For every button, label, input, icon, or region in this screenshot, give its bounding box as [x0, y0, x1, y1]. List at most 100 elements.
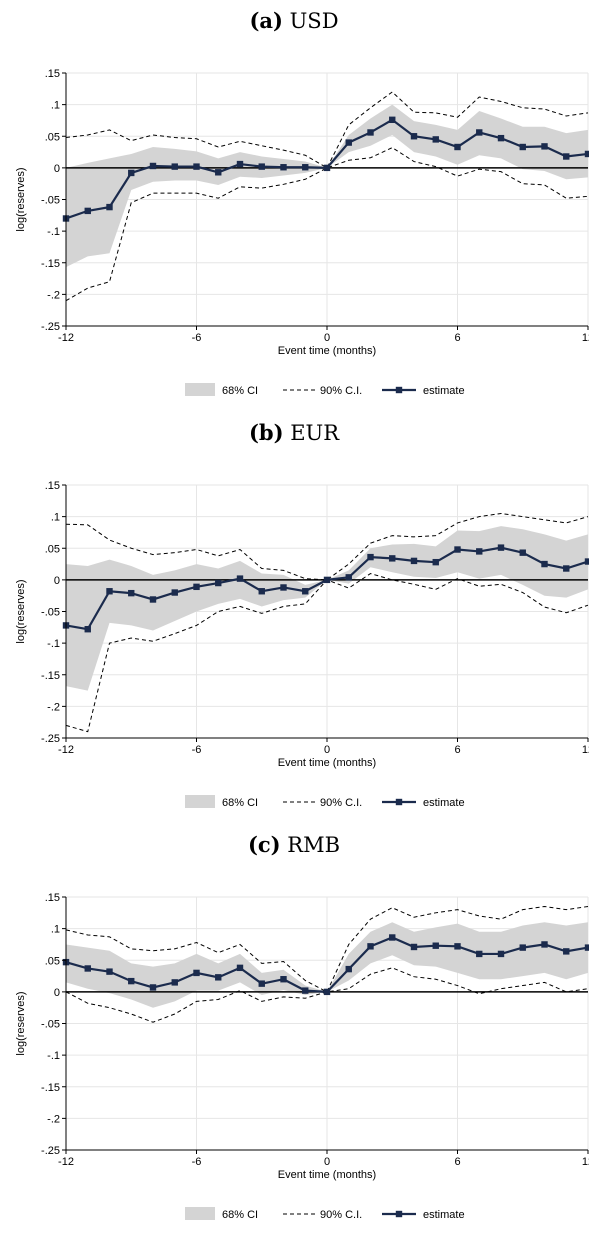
estimate-marker: [367, 553, 374, 561]
estimate-marker: [345, 965, 352, 973]
estimate-marker: [149, 162, 157, 170]
y-tick-label: -.15: [41, 258, 60, 270]
x-tick-label: 12: [582, 332, 589, 344]
estimate-marker: [476, 129, 483, 136]
y-tick-label: -.05: [41, 1019, 60, 1031]
legend-swatch-ci68: [185, 795, 215, 808]
estimate-marker: [519, 549, 526, 556]
estimate-marker: [128, 589, 135, 597]
estimate-marker: [236, 575, 244, 582]
estimate-marker: [584, 150, 589, 158]
estimate-marker: [476, 548, 483, 555]
estimate-marker: [84, 965, 91, 972]
estimate-marker: [236, 160, 244, 168]
estimate-marker: [323, 576, 331, 584]
panel-title: (b) EUR: [249, 420, 340, 445]
y-tick-label: -.25: [41, 321, 60, 333]
estimate-marker: [410, 133, 418, 140]
estimate-marker: [193, 583, 200, 591]
x-tick-label: 12: [582, 744, 589, 756]
panel-currency: RMB: [281, 833, 340, 857]
y-tick-label: 0: [54, 575, 60, 587]
estimate-marker: [389, 555, 396, 562]
legend-swatch-estimate-marker: [395, 1210, 403, 1218]
estimate-marker: [280, 164, 287, 171]
estimate-marker: [258, 980, 265, 987]
estimate-marker: [345, 139, 352, 146]
ci90-upper-line: [65, 512, 589, 581]
estimate-marker: [454, 943, 461, 950]
estimate-marker: [432, 558, 439, 566]
estimate-marker: [128, 169, 135, 177]
legend: 68% CI 90% C.I. estimate: [185, 383, 465, 397]
y-tick-label: .1: [51, 924, 60, 936]
legend: 68% CI 90% C.I. estimate: [185, 1207, 465, 1221]
legend-label-estimate: estimate: [423, 797, 465, 809]
panel-label: (c): [248, 832, 281, 857]
estimate-marker: [193, 163, 200, 170]
ci90-upper-line: [65, 91, 589, 169]
panel-title: (a) USD: [249, 8, 338, 33]
chart-panel-rmb: (c) RMB .15 .1 .05 0 -.05 -.1 -.15 -.2 -.25-12 -6 0…: [15, 832, 589, 1221]
x-tick-label: 6: [454, 1156, 460, 1168]
estimate-marker: [171, 589, 178, 596]
estimate-marker: [410, 943, 418, 951]
estimate-marker: [497, 544, 505, 551]
y-tick-label: 0: [54, 163, 60, 175]
y-tick-label: -.2: [47, 701, 60, 713]
y-axis-title: log(reserves): [15, 991, 27, 1055]
x-tick-label: -12: [58, 332, 74, 344]
ci68-band: [66, 526, 588, 691]
estimate-marker: [215, 169, 222, 176]
estimate-marker: [171, 163, 178, 170]
legend-swatch-ci68: [185, 1207, 215, 1220]
x-tick-label: 0: [324, 332, 330, 344]
y-axis-title: log(reserves): [15, 167, 27, 231]
estimate-marker: [432, 136, 439, 143]
y-tick-label: .05: [45, 131, 60, 143]
estimate-marker: [563, 948, 570, 955]
legend-swatch-estimate-marker: [395, 386, 403, 394]
estimate-marker: [193, 969, 200, 977]
estimate-marker: [519, 944, 526, 951]
estimate-marker: [476, 950, 483, 958]
estimate-marker: [258, 588, 265, 595]
x-tick-label: -12: [58, 1156, 74, 1168]
y-tick-label: .1: [51, 100, 60, 112]
legend-label-ci68: 68% CI: [222, 797, 258, 809]
y-tick-label: .1: [51, 512, 60, 524]
estimate-marker: [541, 941, 548, 948]
estimate-marker: [258, 163, 265, 170]
estimate-marker: [84, 207, 91, 215]
estimate-marker: [584, 944, 589, 951]
y-tick-label: .05: [45, 955, 60, 967]
legend-label-ci90: 90% C.I.: [320, 385, 362, 397]
x-axis-title: Event time (months): [278, 345, 376, 357]
estimate-marker: [323, 164, 331, 172]
estimate-marker: [149, 984, 157, 991]
legend-label-estimate: estimate: [423, 385, 465, 397]
estimate-marker: [519, 143, 526, 151]
estimate-marker: [106, 588, 113, 595]
estimate-marker: [541, 143, 548, 150]
estimate-marker: [410, 557, 418, 565]
estimate-marker: [367, 129, 374, 136]
y-tick-label: .15: [45, 480, 60, 492]
x-tick-label: 6: [454, 332, 460, 344]
y-tick-label: .15: [45, 892, 60, 904]
estimate-marker: [215, 974, 222, 981]
estimate-marker: [563, 153, 570, 160]
estimate-marker: [302, 164, 309, 171]
estimate-marker: [215, 579, 222, 587]
x-tick-label: 0: [324, 744, 330, 756]
panel-title: (c) RMB: [248, 832, 340, 857]
y-tick-label: -.05: [41, 607, 60, 619]
y-tick-label: -.2: [47, 289, 60, 301]
panel-label: (b): [249, 420, 284, 445]
estimate-marker: [497, 134, 505, 142]
y-tick-label: .05: [45, 543, 60, 555]
y-tick-label: -.05: [41, 195, 60, 207]
estimate-marker: [432, 942, 439, 949]
chart-panel-eur: (b) EUR .15 .1 .05 0 -.05 -.1 -.15 -.2 -.25-12 -6 0…: [15, 420, 589, 809]
